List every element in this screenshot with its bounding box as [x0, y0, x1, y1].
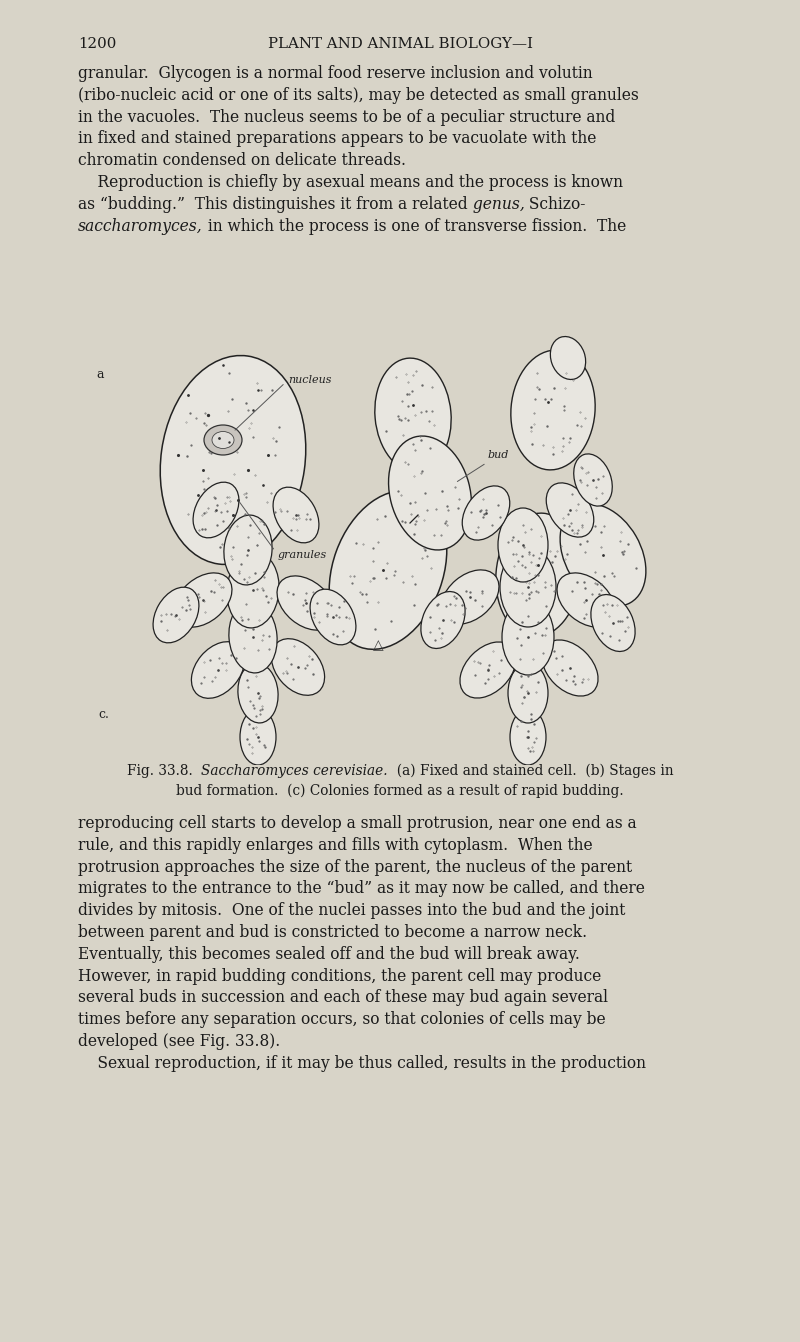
- Text: migrates to the entrance to the “bud” as it may now be called, and there: migrates to the entrance to the “bud” as…: [78, 880, 645, 898]
- Text: granules: granules: [240, 502, 327, 560]
- Text: granular.  Glycogen is a normal food reserve inclusion and volutin: granular. Glycogen is a normal food rese…: [78, 64, 593, 82]
- Ellipse shape: [238, 663, 278, 723]
- Ellipse shape: [574, 454, 612, 506]
- Ellipse shape: [557, 573, 615, 627]
- Ellipse shape: [389, 436, 471, 550]
- Text: in fixed and stained preparations appears to be vacuolate with the: in fixed and stained preparations appear…: [78, 130, 596, 148]
- Ellipse shape: [511, 350, 595, 470]
- Text: in which the process is one of transverse fission.  The: in which the process is one of transvers…: [202, 217, 626, 235]
- Ellipse shape: [496, 513, 580, 637]
- Ellipse shape: [229, 601, 277, 672]
- Text: times before any separation occurs, so that colonies of cells may be: times before any separation occurs, so t…: [78, 1012, 606, 1028]
- Text: several buds in succession and each of these may bud again several: several buds in succession and each of t…: [78, 989, 608, 1006]
- Text: (a) Fixed and stained cell.  (b) Stages in: (a) Fixed and stained cell. (b) Stages i…: [388, 764, 674, 778]
- Ellipse shape: [277, 576, 335, 631]
- Text: bud: bud: [458, 450, 510, 482]
- Text: protrusion approaches the size of the parent, the nucleus of the parent: protrusion approaches the size of the pa…: [78, 859, 632, 875]
- Text: bud formation.  (c) Colonies formed as a result of rapid budding.: bud formation. (c) Colonies formed as a …: [176, 784, 624, 798]
- Ellipse shape: [329, 491, 447, 650]
- Text: in the vacuoles.  The nucleus seems to be of a peculiar structure and: in the vacuoles. The nucleus seems to be…: [78, 109, 615, 126]
- Ellipse shape: [271, 639, 325, 695]
- Ellipse shape: [160, 356, 306, 565]
- Ellipse shape: [510, 709, 546, 765]
- Text: as “budding.”  This distinguishes it from a related: as “budding.” This distinguishes it from…: [78, 196, 468, 213]
- Text: 1200: 1200: [78, 38, 116, 51]
- Ellipse shape: [500, 548, 556, 627]
- Ellipse shape: [508, 663, 548, 723]
- Ellipse shape: [240, 709, 276, 765]
- Ellipse shape: [550, 337, 586, 380]
- Text: c.: c.: [98, 709, 109, 722]
- Text: between parent and bud is constricted to become a narrow neck.: between parent and bud is constricted to…: [78, 925, 587, 941]
- Text: Eventually, this becomes sealed off and the bud will break away.: Eventually, this becomes sealed off and …: [78, 946, 580, 962]
- Ellipse shape: [441, 570, 499, 624]
- Text: genus,: genus,: [468, 196, 524, 213]
- Text: a: a: [96, 369, 103, 381]
- Text: Fig. 33.8.: Fig. 33.8.: [127, 764, 202, 778]
- Ellipse shape: [591, 595, 635, 651]
- Ellipse shape: [421, 592, 465, 648]
- Text: PLANT AND ANIMAL BIOLOGY—I: PLANT AND ANIMAL BIOLOGY—I: [267, 38, 533, 51]
- Text: divides by mitosis.  One of the nuclei passes into the bud and the joint: divides by mitosis. One of the nuclei pa…: [78, 902, 626, 919]
- Ellipse shape: [153, 588, 199, 643]
- Ellipse shape: [191, 641, 245, 698]
- Ellipse shape: [204, 425, 242, 455]
- Text: nucleus: nucleus: [235, 374, 331, 429]
- Ellipse shape: [462, 486, 510, 539]
- Ellipse shape: [375, 358, 451, 472]
- Ellipse shape: [560, 503, 646, 607]
- Ellipse shape: [542, 640, 598, 696]
- Ellipse shape: [502, 599, 554, 675]
- Text: Sexual reproduction, if it may be thus called, results in the production: Sexual reproduction, if it may be thus c…: [78, 1055, 646, 1072]
- Text: However, in rapid budding conditions, the parent cell may produce: However, in rapid budding conditions, th…: [78, 968, 602, 985]
- Text: △: △: [373, 637, 383, 652]
- Ellipse shape: [546, 483, 594, 537]
- Ellipse shape: [193, 482, 239, 538]
- Ellipse shape: [174, 573, 232, 627]
- Text: saccharomyces,: saccharomyces,: [78, 217, 202, 235]
- Text: Reproduction is chiefly by asexual means and the process is known: Reproduction is chiefly by asexual means…: [78, 174, 623, 191]
- Text: reproducing cell starts to develop a small protrusion, near one end as a: reproducing cell starts to develop a sma…: [78, 815, 637, 832]
- Ellipse shape: [224, 515, 272, 585]
- Text: (ribo-nucleic acid or one of its salts), may be detected as small granules: (ribo-nucleic acid or one of its salts),…: [78, 87, 638, 103]
- Ellipse shape: [212, 432, 234, 448]
- Text: rule, and this rapidly enlarges and fills with cytoplasm.  When the: rule, and this rapidly enlarges and fill…: [78, 837, 593, 854]
- Ellipse shape: [227, 552, 279, 628]
- Ellipse shape: [310, 589, 356, 646]
- Text: chromatin condensed on delicate threads.: chromatin condensed on delicate threads.: [78, 152, 406, 169]
- Text: Schizo-: Schizo-: [524, 196, 586, 213]
- Text: developed (see Fig. 33.8).: developed (see Fig. 33.8).: [78, 1033, 280, 1049]
- Ellipse shape: [498, 509, 548, 582]
- Text: Saccharomyces cerevisiae.: Saccharomyces cerevisiae.: [202, 764, 388, 778]
- Ellipse shape: [273, 487, 319, 542]
- Ellipse shape: [460, 641, 516, 698]
